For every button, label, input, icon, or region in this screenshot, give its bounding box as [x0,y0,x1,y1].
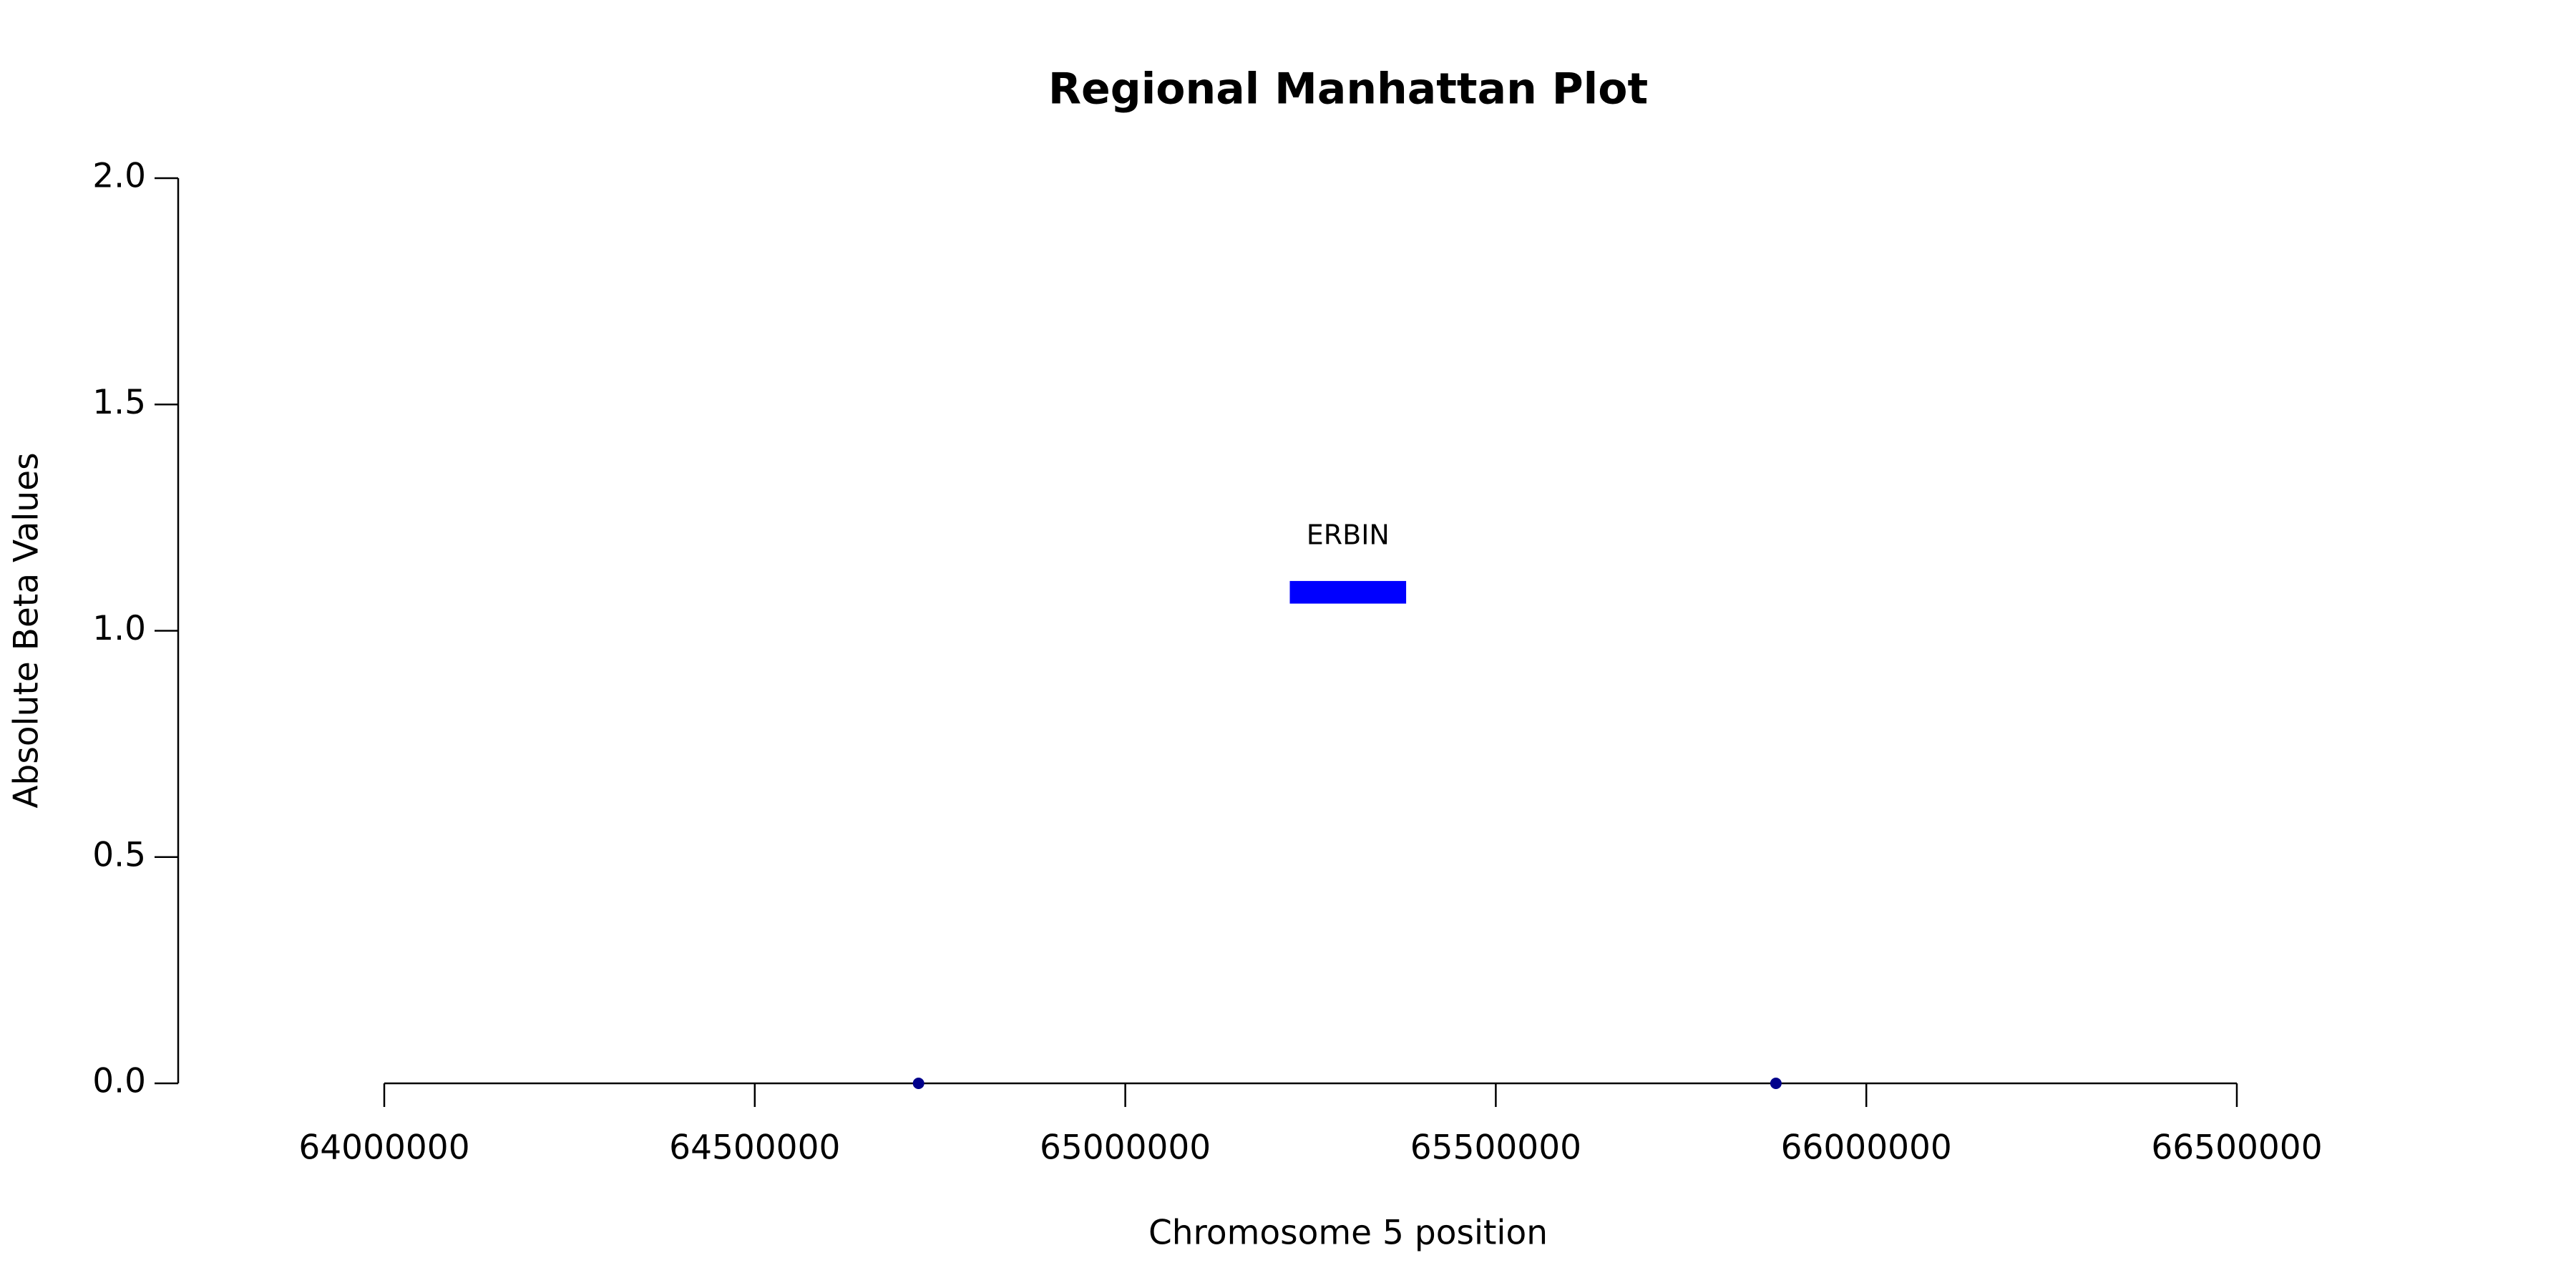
y-tick-label: 2.0 [92,157,146,196]
gene-region [1289,580,1407,604]
data-point [1770,1078,1782,1089]
chart-title: Regional Manhattan Plot [1048,64,1648,114]
x-axis-label: Chromosome 5 position [1148,1214,1548,1253]
x-tick-label: 65000000 [1040,1128,1211,1168]
y-axis-label: Absolute Beta Values [7,452,47,808]
x-tick-label: 66500000 [2151,1128,2322,1168]
gene-label: ERBIN [1307,519,1390,550]
x-tick-label: 64500000 [669,1128,840,1168]
x-tick-label: 64000000 [298,1128,469,1168]
y-tick-label: 1.0 [92,609,146,648]
y-tick-label: 0.0 [92,1062,146,1101]
x-tick-label: 65500000 [1410,1128,1581,1168]
y-tick-label: 1.5 [92,383,146,422]
data-point [912,1078,924,1089]
y-tick-label: 0.5 [92,835,146,874]
x-tick-label: 66000000 [1781,1128,1952,1168]
